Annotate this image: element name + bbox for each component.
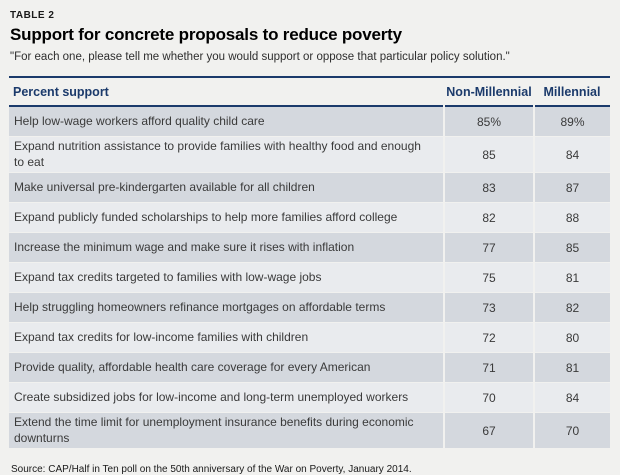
table-row: Make universal pre-kindergarten availabl… — [9, 172, 610, 204]
proposal-cell: Create subsidized jobs for low-income an… — [9, 382, 444, 414]
source-note: Source: CAP/Half in Ten poll on the 50th… — [11, 464, 412, 475]
non-millennial-value-cell: 71 — [443, 352, 534, 384]
table-row: Expand publicly funded scholarships to h… — [9, 202, 610, 234]
table-row: Expand tax credits for low-income famili… — [9, 322, 610, 354]
millennial-value-cell: 85 — [533, 232, 610, 264]
proposal-cell: Extend the time limit for unemployment i… — [9, 412, 444, 450]
non-millennial-value-cell: 77 — [443, 232, 534, 264]
non-millennial-value-cell: 75 — [443, 262, 534, 294]
figure-subtitle: "For each one, please tell me whether yo… — [10, 51, 510, 63]
millennial-value-cell: 89% — [533, 106, 610, 137]
proposal-cell: Increase the minimum wage and make sure … — [9, 232, 444, 264]
non-millennial-value-cell: 85 — [443, 136, 534, 174]
table-row: Increase the minimum wage and make sure … — [9, 232, 610, 264]
millennial-value-cell: 80 — [533, 322, 610, 354]
table-row: Extend the time limit for unemployment i… — [9, 412, 610, 450]
table-row: Help low-wage workers afford quality chi… — [9, 106, 610, 137]
millennial-value-cell: 70 — [533, 412, 610, 450]
proposal-cell: Expand nutrition assistance to provide f… — [9, 136, 444, 174]
proposal-cell: Expand tax credits for low-income famili… — [9, 322, 444, 354]
non-millennial-value-cell: 85% — [443, 106, 534, 137]
proposal-cell: Help struggling homeowners refinance mor… — [9, 292, 444, 324]
non-millennial-value-cell: 82 — [443, 202, 534, 234]
millennial-value-cell: 84 — [533, 136, 610, 174]
column-header-non-millennial: Non-Millennial — [446, 84, 532, 99]
millennial-value-cell: 88 — [533, 202, 610, 234]
figure-title: Support for concrete proposals to reduce… — [10, 25, 402, 44]
table-figure: TABLE 2 Support for concrete proposals t… — [9, 10, 610, 475]
non-millennial-value-cell: 73 — [443, 292, 534, 324]
millennial-value-cell: 81 — [533, 352, 610, 384]
table-label: TABLE 2 — [10, 10, 55, 21]
proposal-cell: Expand publicly funded scholarships to h… — [9, 202, 444, 234]
table-body: Help low-wage workers afford quality chi… — [9, 106, 610, 450]
proposal-cell: Expand tax credits targeted to families … — [9, 262, 444, 294]
column-header-millennial: Millennial — [543, 84, 601, 99]
header-row: Percent support Non-Millennial Millennia… — [9, 77, 610, 106]
table-row: Expand tax credits targeted to families … — [9, 262, 610, 294]
non-millennial-value-cell: 83 — [443, 172, 534, 204]
poverty-support-table: Percent support Non-Millennial Millennia… — [9, 76, 610, 450]
non-millennial-value-cell: 72 — [443, 322, 534, 354]
table-row: Provide quality, affordable health care … — [9, 352, 610, 384]
table-header: Percent support Non-Millennial Millennia… — [9, 77, 610, 106]
millennial-value-cell: 84 — [533, 382, 610, 414]
proposal-cell: Make universal pre-kindergarten availabl… — [9, 172, 444, 204]
proposal-cell: Help low-wage workers afford quality chi… — [9, 106, 444, 137]
millennial-value-cell: 82 — [533, 292, 610, 324]
millennial-value-cell: 81 — [533, 262, 610, 294]
table-row: Create subsidized jobs for low-income an… — [9, 382, 610, 414]
non-millennial-value-cell: 67 — [443, 412, 534, 450]
column-header-percent-support: Percent support — [13, 84, 109, 99]
non-millennial-value-cell: 70 — [443, 382, 534, 414]
proposal-cell: Provide quality, affordable health care … — [9, 352, 444, 384]
millennial-value-cell: 87 — [533, 172, 610, 204]
table-row: Help struggling homeowners refinance mor… — [9, 292, 610, 324]
table-row: Expand nutrition assistance to provide f… — [9, 136, 610, 174]
